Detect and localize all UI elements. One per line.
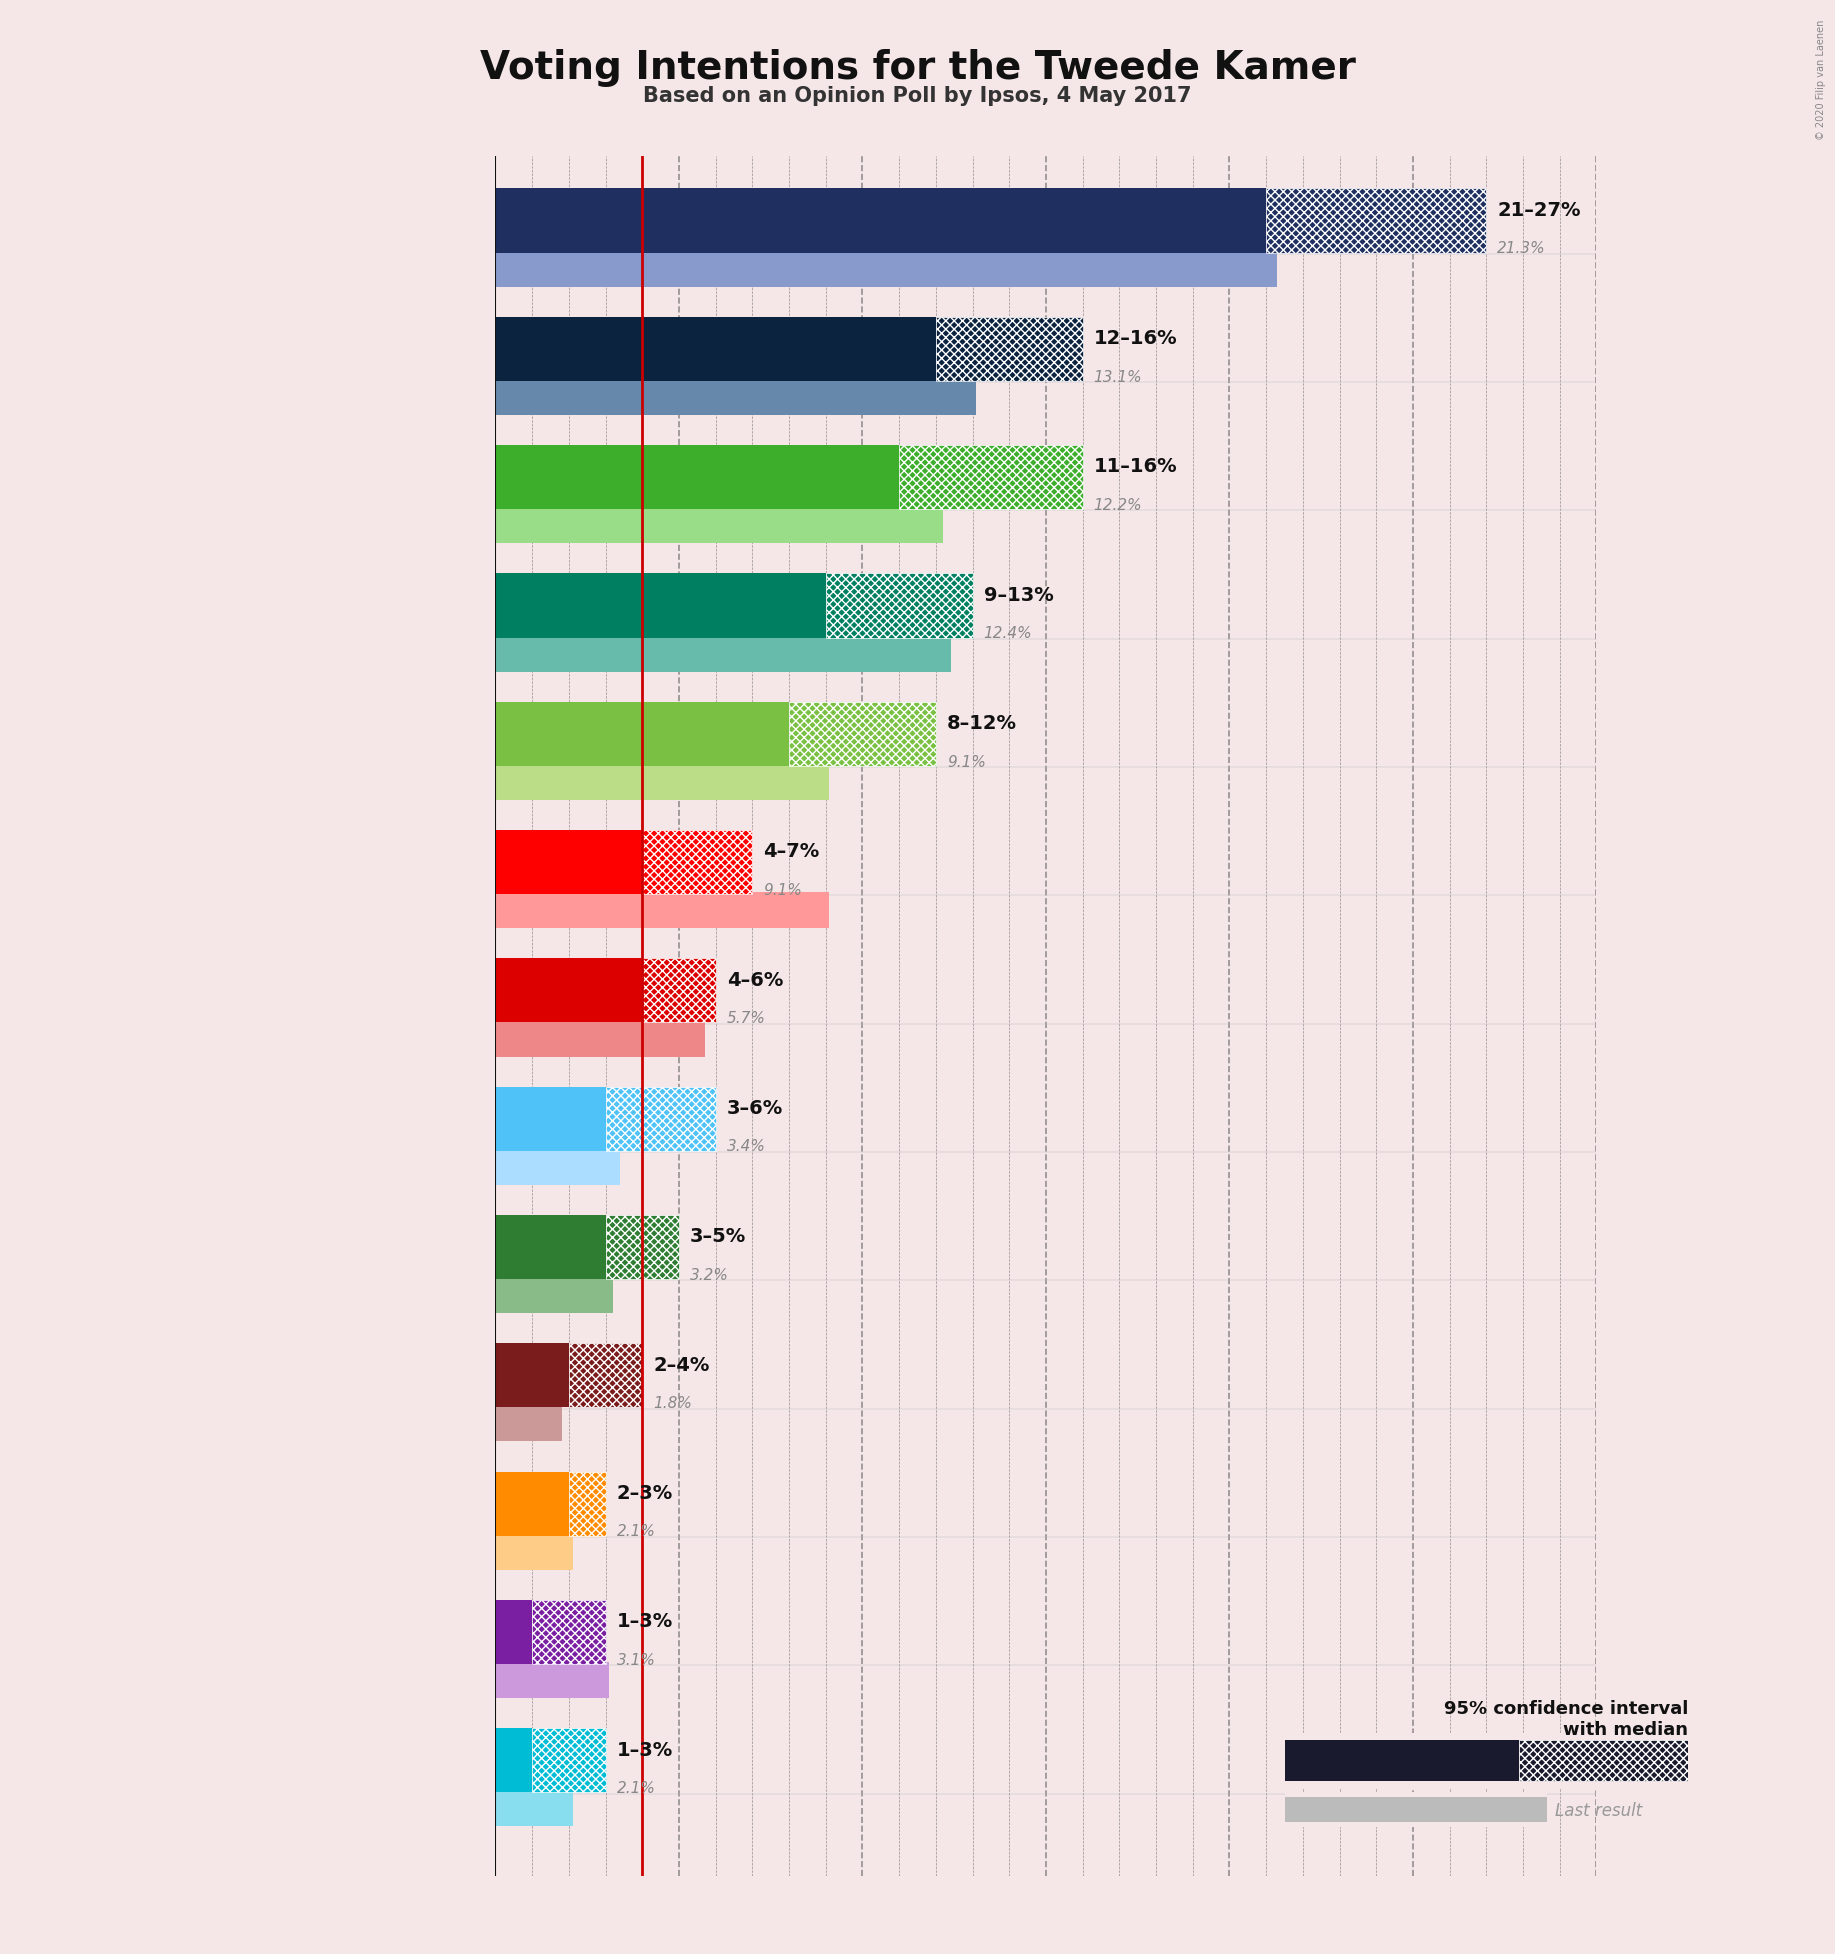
Text: © 2020 Filip van Laenen: © 2020 Filip van Laenen [1817,20,1826,141]
Text: 3.1%: 3.1% [617,1653,655,1669]
Bar [1266,188,1486,252]
Bar [495,1600,532,1665]
Text: Based on an Opinion Poll by Ipsos, 4 May 2017: Based on an Opinion Poll by Ipsos, 4 May… [644,86,1191,106]
Text: 95% confidence interval
with median: 95% confidence interval with median [1444,1700,1688,1739]
Text: 2.1%: 2.1% [617,1524,655,1540]
Bar [495,250,1277,287]
Text: 3.2%: 3.2% [690,1268,728,1282]
Text: 4–7%: 4–7% [763,842,820,862]
Bar [606,1086,716,1151]
Text: 1–3%: 1–3% [617,1741,673,1761]
Bar [495,317,936,381]
Bar [1519,1739,1688,1782]
Bar [495,1342,569,1407]
Text: 3–5%: 3–5% [690,1227,747,1247]
Text: 13.1%: 13.1% [1094,369,1141,385]
Text: Last result: Last result [1554,1802,1642,1821]
Bar [495,1471,569,1536]
Text: 21.3%: 21.3% [1497,240,1545,256]
Bar [606,1215,679,1280]
Bar [899,446,1083,510]
Bar [1284,1739,1519,1782]
Bar [495,830,642,895]
Text: 12.2%: 12.2% [1094,498,1141,512]
Bar [936,317,1083,381]
Text: 12.4%: 12.4% [984,625,1031,641]
Bar [642,957,716,1022]
Text: 2.1%: 2.1% [617,1782,655,1796]
Bar [495,1727,532,1792]
Bar [532,1600,606,1665]
Text: 2–3%: 2–3% [617,1483,673,1503]
Bar [569,1342,642,1407]
Bar [495,446,899,510]
Bar [495,1149,620,1184]
Bar [1284,1798,1547,1821]
Bar [495,508,943,543]
Bar [642,830,752,895]
Text: 9–13%: 9–13% [984,586,1053,604]
Bar [532,1727,606,1792]
Text: 3.4%: 3.4% [727,1139,765,1155]
Bar [495,635,951,672]
Text: 3–6%: 3–6% [727,1098,784,1118]
Bar [789,701,936,766]
Bar [569,1471,606,1536]
Bar [495,1278,613,1313]
Bar [495,379,976,414]
Text: 12–16%: 12–16% [1094,328,1178,348]
Text: 9.1%: 9.1% [763,883,802,897]
Bar [495,1086,606,1151]
Bar [495,1663,609,1698]
Bar [495,701,789,766]
Bar [826,573,973,637]
Bar [495,893,829,928]
Bar [495,188,1266,252]
Bar [495,764,829,799]
Text: 5.7%: 5.7% [727,1010,765,1026]
Text: 11–16%: 11–16% [1094,457,1178,477]
Text: 1–3%: 1–3% [617,1612,673,1632]
Bar [495,1534,573,1569]
Bar [495,1020,705,1057]
Bar [495,1790,573,1827]
Bar [495,1405,562,1442]
Text: 8–12%: 8–12% [947,713,1017,733]
Text: 1.8%: 1.8% [653,1395,692,1411]
Bar [495,1215,606,1280]
Bar [495,573,826,637]
Text: 2–4%: 2–4% [653,1356,710,1374]
Bar [495,957,642,1022]
Text: 9.1%: 9.1% [947,754,985,770]
Text: 21–27%: 21–27% [1497,201,1582,219]
Text: 4–6%: 4–6% [727,971,784,989]
Text: Voting Intentions for the Tweede Kamer: Voting Intentions for the Tweede Kamer [479,49,1356,86]
